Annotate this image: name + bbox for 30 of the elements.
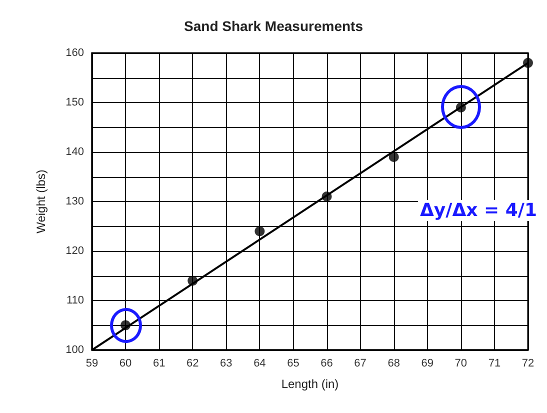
- x-tick-label: 68: [388, 358, 400, 370]
- y-axis-title: Weight (lbs): [34, 170, 48, 234]
- point: [188, 276, 198, 286]
- x-tick-label: 59: [86, 358, 98, 370]
- y-tick-label: 150: [66, 96, 84, 108]
- x-tick-label: 69: [421, 358, 434, 370]
- annotation: Δy/Δx = 4/1: [418, 200, 539, 221]
- x-tick-label: 66: [320, 358, 333, 370]
- y-tick-label: 130: [66, 196, 84, 208]
- y-tick-label: 100: [66, 344, 84, 356]
- x-tick-label: 63: [220, 358, 232, 370]
- point: [322, 192, 332, 202]
- y-tick-label: 110: [66, 294, 84, 306]
- x-tick-label: 70: [454, 358, 468, 370]
- point: [523, 58, 533, 68]
- y-tick-label: 120: [66, 245, 84, 257]
- x-tick-label: 65: [287, 358, 300, 370]
- x-tick-label: 61: [152, 358, 166, 370]
- y-tick-label: 160: [66, 47, 84, 59]
- y-tick-label: 140: [66, 146, 84, 158]
- x-axis-title: Length (in): [281, 377, 339, 391]
- x-tick-label: 67: [354, 358, 366, 370]
- point: [254, 226, 265, 236]
- point: [388, 152, 399, 162]
- x-tick-label: 64: [254, 358, 266, 370]
- x-tick-label: 62: [186, 358, 199, 370]
- x-tick-label: 72: [522, 358, 534, 370]
- x-tick-label: 60: [119, 358, 132, 370]
- chart-title: Sand Shark Measurements: [184, 18, 364, 34]
- x-tick-label: 71: [488, 358, 501, 370]
